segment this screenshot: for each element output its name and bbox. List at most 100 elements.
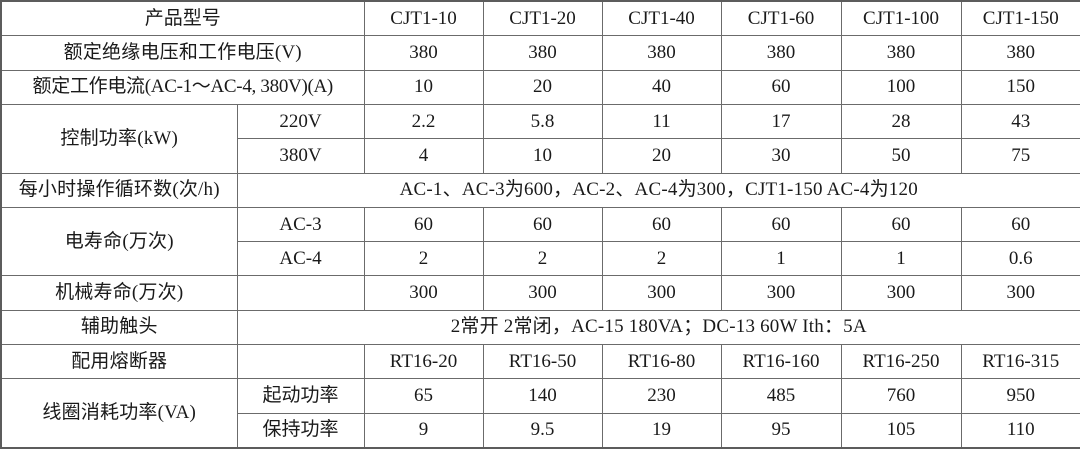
cell-electrical-life-ac3-5: 60	[840, 206, 962, 243]
sub-label-mechanical-life-empty	[236, 275, 365, 311]
row-label-auxiliary-contacts: 辅助触头	[0, 309, 238, 345]
cell-rated-voltage-5: 380	[840, 35, 962, 71]
cell-coil-holding-5: 105	[840, 412, 962, 449]
table-row-mechanical-life: 机械寿命(万次) 300 300 300 300 300 300	[0, 275, 1080, 311]
cell-mechanical-life-6: 300	[960, 275, 1080, 311]
table-row-coil-power-holding: 保持功率 9 9.5 19 95 105 110	[1, 412, 1080, 449]
row-label-mechanical-life: 机械寿命(万次)	[0, 275, 238, 311]
cell-auxiliary-contacts-note: 2常开 2常闭，AC-15 180VA；DC-13 60W Ith：5A	[236, 309, 1080, 345]
cell-electrical-life-ac3-3: 60	[601, 206, 722, 243]
cell-rated-current-2: 20	[482, 69, 603, 105]
sub-label-220v: 220V	[236, 103, 365, 140]
cell-electrical-life-ac3-1: 60	[363, 206, 484, 243]
sub-label-ac3: AC-3	[236, 206, 365, 243]
table-header-row: 产品型号 CJT1-10 CJT1-20 CJT1-40 CJT1-60 CJT…	[0, 0, 1080, 37]
cell-rated-current-4: 60	[720, 69, 842, 105]
table-row-electrical-life-ac3: 电寿命(万次) AC-3 60 60 60 60 60 60	[0, 206, 1080, 277]
sub-label-starting-power: 起动功率	[236, 378, 365, 414]
table-row-operating-cycles: 每小时操作循环数(次/h) AC-1、AC-3为600，AC-2、AC-4为30…	[0, 172, 1080, 208]
cell-mechanical-life-2: 300	[482, 275, 603, 311]
cell-rated-current-1: 10	[363, 69, 484, 105]
cell-control-power-380v-6: 75	[960, 138, 1080, 174]
table-row-auxiliary-contacts: 辅助触头 2常开 2常闭，AC-15 180VA；DC-13 60W Ith：5…	[0, 309, 1080, 345]
cell-coil-holding-6: 110	[960, 412, 1080, 449]
cell-electrical-life-ac4-6: 0.6	[960, 241, 1080, 277]
cell-electrical-life-ac4-5: 1	[840, 241, 962, 277]
cell-fuse-3: RT16-80	[601, 343, 722, 380]
cell-control-power-220v-3: 11	[601, 103, 722, 140]
cell-rated-current-6: 150	[960, 69, 1080, 105]
sub-label-holding-power: 保持功率	[236, 412, 365, 449]
cell-coil-holding-2: 9.5	[482, 412, 603, 449]
row-label-electrical-life: 电寿命(万次)	[0, 206, 238, 277]
row-label-rated-current: 额定工作电流(AC-1～AC-4, 380V)(A)	[0, 69, 365, 105]
cell-electrical-life-ac3-2: 60	[482, 206, 603, 243]
cell-electrical-life-ac4-4: 1	[720, 241, 842, 277]
row-label-fuse: 配用熔断器	[0, 343, 238, 380]
row-label-control-power: 控制功率(kW)	[0, 103, 238, 174]
cell-control-power-380v-3: 20	[601, 138, 722, 174]
cell-fuse-2: RT16-50	[482, 343, 603, 380]
cell-coil-starting-2: 140	[482, 378, 603, 414]
header-model-cjt1-10: CJT1-10	[363, 0, 484, 37]
cell-mechanical-life-1: 300	[363, 275, 484, 311]
table-row-coil-power-starting: 线圈消耗功率(VA) 起动功率 65 140 230 485 760 950	[0, 378, 1080, 449]
header-model-cjt1-40: CJT1-40	[601, 0, 722, 37]
cell-coil-holding-4: 95	[720, 412, 842, 449]
sub-label-fuse-empty	[236, 343, 365, 380]
cell-coil-starting-3: 230	[601, 378, 722, 414]
sub-label-ac4: AC-4	[236, 241, 365, 277]
cell-coil-holding-1: 9	[363, 412, 484, 449]
cell-operating-cycles-note: AC-1、AC-3为600，AC-2、AC-4为300，CJT1-150 AC-…	[236, 172, 1080, 208]
cell-rated-voltage-4: 380	[720, 35, 842, 71]
row-label-rated-voltage: 额定绝缘电压和工作电压(V)	[0, 35, 365, 71]
cell-mechanical-life-4: 300	[720, 275, 842, 311]
cell-electrical-life-ac4-1: 2	[363, 241, 484, 277]
cell-electrical-life-ac4-3: 2	[601, 241, 722, 277]
cell-control-power-380v-2: 10	[482, 138, 603, 174]
cell-control-power-380v-1: 4	[363, 138, 484, 174]
cell-coil-starting-4: 485	[720, 378, 842, 414]
cell-electrical-life-ac4-2: 2	[482, 241, 603, 277]
cell-rated-current-5: 100	[840, 69, 962, 105]
header-product-model-label: 产品型号	[0, 0, 365, 37]
header-model-cjt1-20: CJT1-20	[482, 0, 603, 37]
row-label-operating-cycles: 每小时操作循环数(次/h)	[0, 172, 238, 208]
cell-mechanical-life-3: 300	[601, 275, 722, 311]
cell-rated-voltage-6: 380	[960, 35, 1080, 71]
sub-label-380v: 380V	[236, 138, 365, 174]
row-label-coil-power: 线圈消耗功率(VA)	[0, 378, 238, 449]
cell-control-power-220v-2: 5.8	[482, 103, 603, 140]
cell-control-power-380v-4: 30	[720, 138, 842, 174]
cell-coil-starting-6: 950	[960, 378, 1080, 414]
header-model-cjt1-60: CJT1-60	[720, 0, 842, 37]
table-row-rated-voltage: 额定绝缘电压和工作电压(V) 380 380 380 380 380 380	[0, 35, 1080, 71]
cell-fuse-4: RT16-160	[720, 343, 842, 380]
table-row-electrical-life-ac4: AC-4 2 2 2 1 1 0.6	[1, 241, 1080, 277]
cell-electrical-life-ac3-4: 60	[720, 206, 842, 243]
cell-fuse-1: RT16-20	[363, 343, 484, 380]
cell-electrical-life-ac3-6: 60	[960, 206, 1080, 243]
cell-control-power-220v-1: 2.2	[363, 103, 484, 140]
table-row-fuse: 配用熔断器 RT16-20 RT16-50 RT16-80 RT16-160 R…	[0, 343, 1080, 380]
cell-rated-voltage-1: 380	[363, 35, 484, 71]
cell-fuse-6: RT16-315	[960, 343, 1080, 380]
cell-control-power-220v-6: 43	[960, 103, 1080, 140]
cell-rated-voltage-2: 380	[482, 35, 603, 71]
cell-coil-starting-5: 760	[840, 378, 962, 414]
cell-coil-holding-3: 19	[601, 412, 722, 449]
cell-coil-starting-1: 65	[363, 378, 484, 414]
cell-rated-voltage-3: 380	[601, 35, 722, 71]
header-model-cjt1-150: CJT1-150	[960, 0, 1080, 37]
cell-rated-current-3: 40	[601, 69, 722, 105]
table-row-control-power-220v: 控制功率(kW) 220V 2.2 5.8 11 17 28 43	[0, 103, 1080, 174]
cell-control-power-220v-4: 17	[720, 103, 842, 140]
cell-control-power-380v-5: 50	[840, 138, 962, 174]
header-model-cjt1-100: CJT1-100	[840, 0, 962, 37]
table-row-control-power-380v: 380V 4 10 20 30 50 75	[1, 138, 1080, 174]
cell-fuse-5: RT16-250	[840, 343, 962, 380]
cell-mechanical-life-5: 300	[840, 275, 962, 311]
table-row-rated-current: 额定工作电流(AC-1～AC-4, 380V)(A) 10 20 40 60 1…	[0, 69, 1080, 105]
cell-control-power-220v-5: 28	[840, 103, 962, 140]
